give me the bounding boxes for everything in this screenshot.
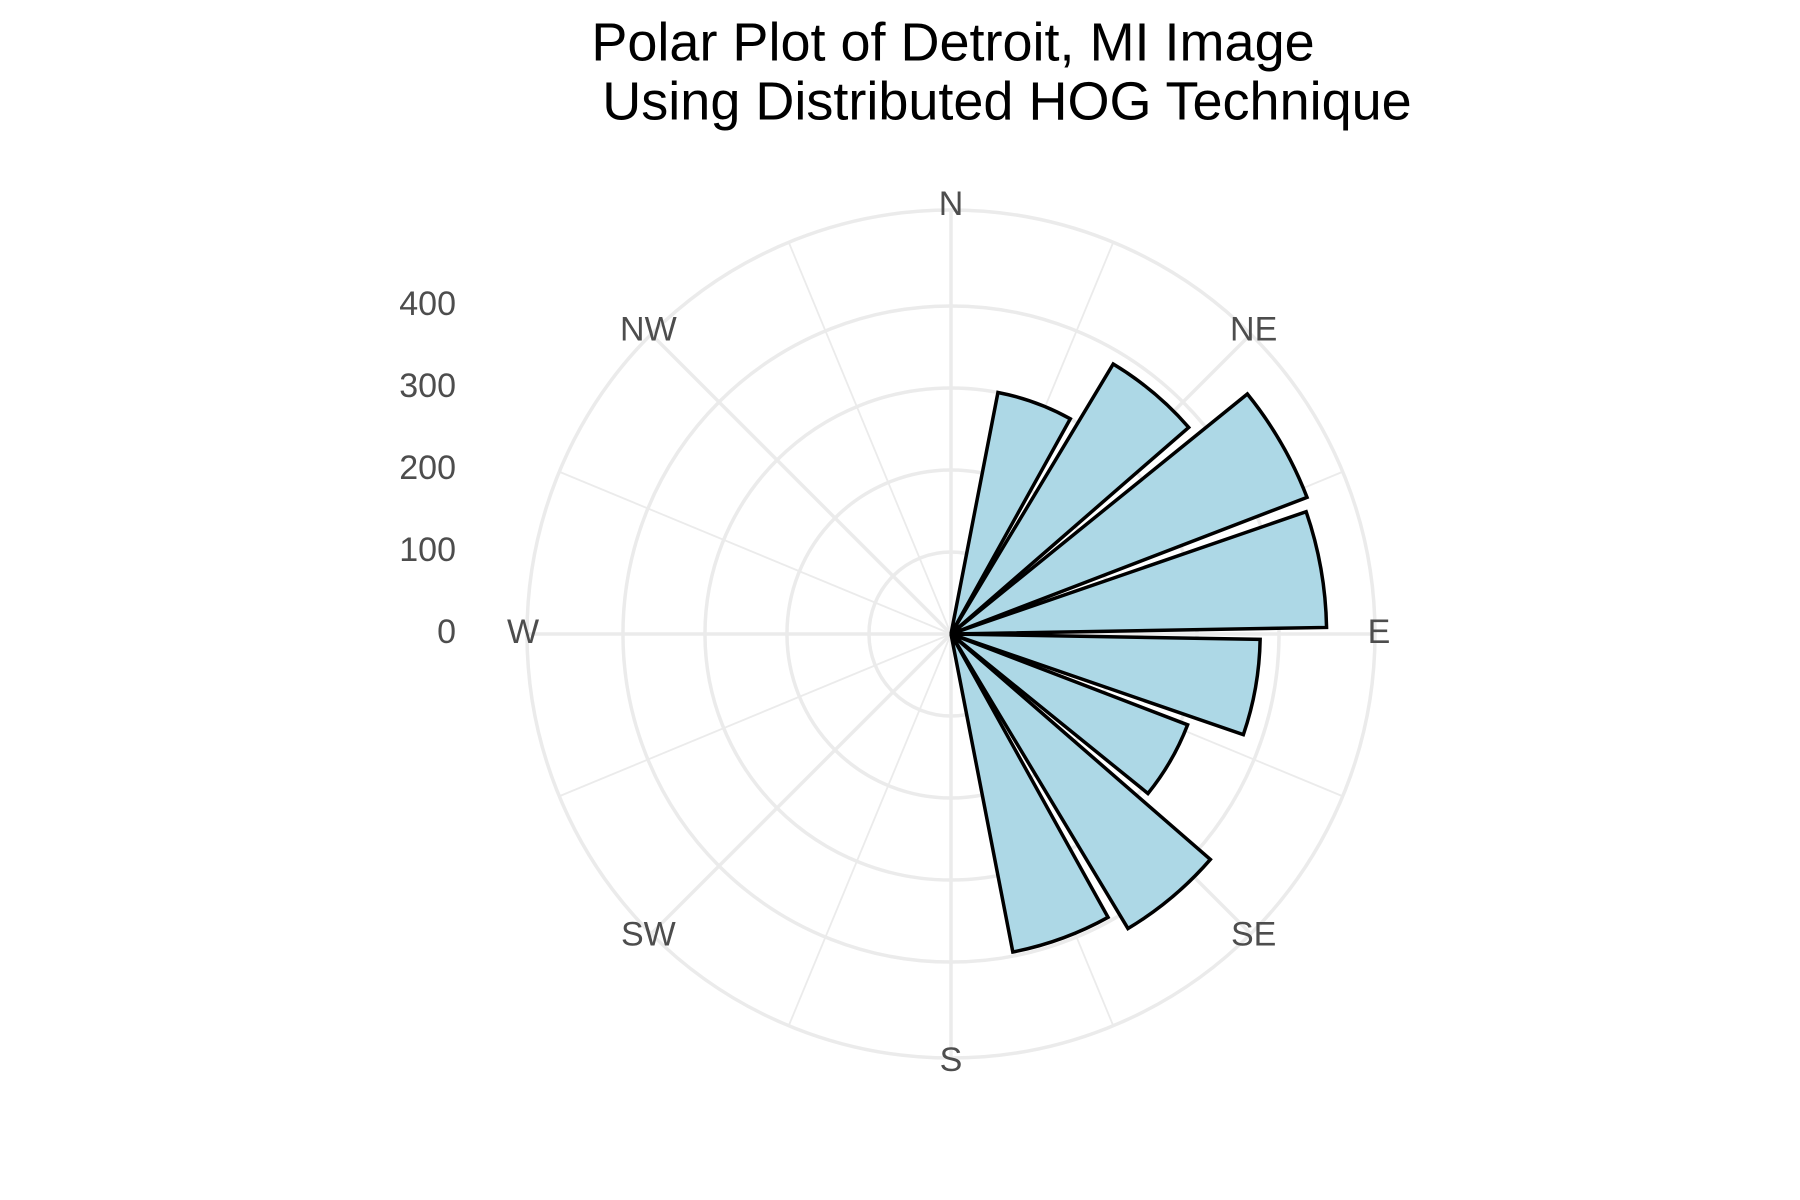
minor-grid-line	[787, 241, 952, 635]
grid-line	[649, 332, 953, 636]
bar	[949, 632, 1213, 931]
y-tick-label: 200	[399, 449, 456, 487]
x-tick-label: E	[1368, 613, 1391, 651]
bar	[949, 361, 1192, 636]
y-tick-label: 300	[399, 367, 456, 405]
bar	[950, 509, 1329, 636]
chart-title: Using Distributed HOG Technique	[602, 71, 1411, 131]
bar	[949, 391, 1310, 636]
minor-grid-line	[787, 633, 952, 1027]
bar	[950, 632, 1262, 737]
bar	[949, 390, 1073, 635]
minor-grid-line	[558, 470, 952, 635]
grid-line	[649, 632, 953, 936]
x-tick-label: SE	[1231, 916, 1276, 954]
bar	[949, 633, 1111, 955]
chart-title: Polar Plot of Detroit, MI Image	[591, 12, 1314, 72]
x-tick-label: N	[939, 185, 964, 223]
x-tick-label: NW	[620, 310, 677, 348]
x-tick-label: NE	[1230, 310, 1277, 348]
y-tick-label: 100	[399, 531, 456, 569]
y-tick-label: 0	[437, 613, 456, 651]
minor-grid-line	[558, 633, 952, 798]
x-tick-label: W	[507, 613, 539, 651]
x-tick-label: SW	[621, 916, 676, 954]
x-tick-label: S	[940, 1041, 963, 1079]
y-tick-label: 400	[399, 285, 456, 323]
bar	[949, 632, 1190, 796]
